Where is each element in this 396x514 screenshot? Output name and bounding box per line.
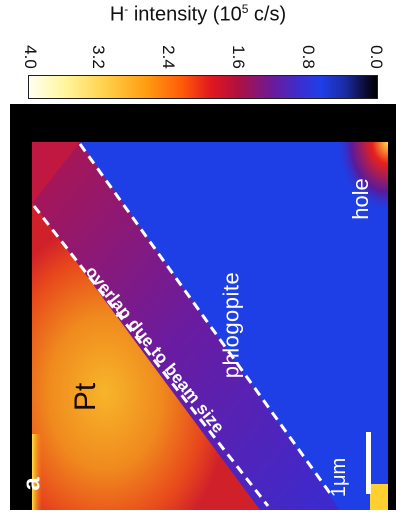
colorbar-tick: 1.6 (229, 45, 248, 69)
hole-region (300, 142, 388, 262)
scale-bar-label: 1μm (328, 457, 351, 498)
overlap-band (32, 142, 340, 510)
scale-bar (366, 432, 371, 494)
colorbar-title: H- intensity (105 c/s) (109, 2, 287, 26)
panel-letter: a (18, 477, 46, 491)
intensity-map-panel: Pt phlogopite hole overlap due to beam s… (10, 104, 396, 510)
colorbar-tick: 3.2 (89, 45, 108, 69)
label-hole: hole (347, 178, 373, 220)
colorbar-ticks: 4.0 3.2 2.4 1.6 0.8 0.0 (0, 0, 396, 80)
dashed-boundary-phlogopite (78, 143, 334, 497)
colorbar-tick: 0.0 (367, 45, 386, 69)
label-pt: Pt (69, 382, 103, 412)
colorbar-tick: 2.4 (159, 45, 178, 69)
colorbar-tick: 4.0 (21, 45, 40, 69)
colorbar-gradient (28, 75, 378, 99)
label-phlogopite: phlogopite (218, 271, 244, 379)
dashed-boundary-pt (32, 205, 270, 507)
intensity-map (10, 104, 396, 510)
colorbar-tick: 0.8 (299, 45, 318, 69)
pt-region (32, 202, 260, 510)
